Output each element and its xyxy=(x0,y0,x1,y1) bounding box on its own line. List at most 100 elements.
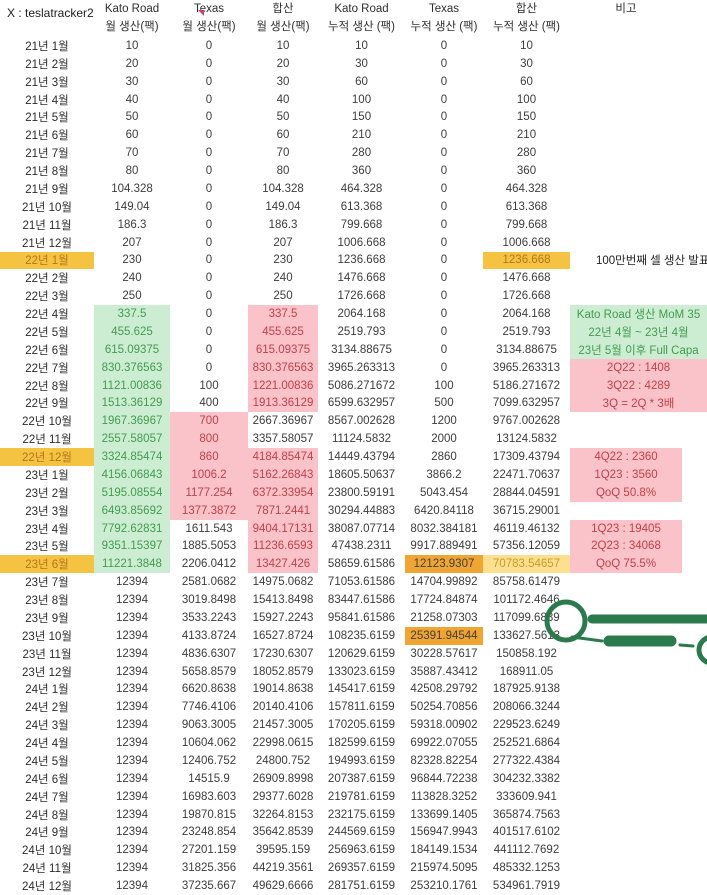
kato-monthly-cell[interactable]: 12394 xyxy=(116,576,148,589)
texas-cumulative-cell[interactable]: 133699.1405 xyxy=(410,808,478,821)
texas-monthly-cell[interactable]: 0 xyxy=(205,343,213,356)
sum-monthly-cell[interactable]: 104.328 xyxy=(262,182,304,195)
note-cell[interactable] xyxy=(570,591,707,609)
month-cell[interactable]: 24년 9월 xyxy=(25,827,69,840)
sum-monthly-cell[interactable]: 22998.0615 xyxy=(252,737,314,750)
note-cell[interactable] xyxy=(570,752,707,770)
sum-cumulative-cell[interactable]: 30 xyxy=(520,57,533,70)
sum-cumulative-cell[interactable]: 117099.6889 xyxy=(493,611,560,624)
texas-cumulative-cell[interactable]: 8032.384181 xyxy=(410,522,478,535)
texas-cumulative-cell[interactable]: 0 xyxy=(440,236,448,249)
kato-cumulative-cell[interactable]: 170205.6159 xyxy=(327,719,396,732)
kato-monthly-cell[interactable]: 2557.58057 xyxy=(94,430,170,449)
kato-monthly-cell[interactable]: 250 xyxy=(122,290,142,303)
kato-cumulative-cell[interactable]: 232175.6159 xyxy=(327,808,396,821)
kato-monthly-cell[interactable]: 1121.00836 xyxy=(94,376,170,395)
month-cell[interactable]: 24년 4월 xyxy=(25,738,69,751)
month-cell[interactable]: 22년 3월 xyxy=(25,291,69,304)
texas-monthly-cell[interactable]: 0 xyxy=(205,39,213,52)
month-cell[interactable]: 22년 12월 xyxy=(0,448,94,466)
kato-cumulative-cell[interactable]: 2519.793 xyxy=(337,325,386,338)
kato-cumulative-cell[interactable]: 210 xyxy=(351,129,372,142)
kato-cumulative-cell[interactable]: 157811.6159 xyxy=(328,701,395,714)
kato-monthly-cell[interactable]: 615.09375 xyxy=(94,340,170,359)
texas-cumulative-cell[interactable]: 3866.2 xyxy=(426,468,462,481)
kato-cumulative-cell[interactable]: 5086.271672 xyxy=(327,379,396,392)
sum-monthly-cell[interactable]: 6372.33954 xyxy=(248,483,318,502)
texas-cumulative-cell[interactable]: 2860 xyxy=(431,451,457,464)
kato-cumulative-cell[interactable]: 95841.61586 xyxy=(327,611,396,624)
kato-cumulative-cell[interactable]: 1726.668 xyxy=(337,290,386,303)
texas-cumulative-cell[interactable]: 0 xyxy=(440,57,448,70)
sum-monthly-cell[interactable]: 14975.0682 xyxy=(252,576,314,589)
texas-cumulative-cell[interactable]: 253210.1761 xyxy=(410,880,478,893)
texas-cumulative-cell[interactable]: 156947.9943 xyxy=(410,826,478,839)
column-header-7[interactable]: 비고 xyxy=(570,0,707,36)
texas-monthly-cell[interactable]: 700 xyxy=(170,412,248,431)
texas-cumulative-cell[interactable]: 0 xyxy=(440,308,448,321)
month-cell[interactable]: 23년 7월 xyxy=(25,577,69,590)
note-cell[interactable] xyxy=(570,859,707,877)
note-cell[interactable]: QoQ 75.5% xyxy=(570,555,707,574)
texas-cumulative-cell[interactable]: 50254.70856 xyxy=(410,701,478,714)
note-cell[interactable] xyxy=(570,91,707,109)
note-cell[interactable] xyxy=(570,216,707,234)
month-cell[interactable]: 22년 7월 xyxy=(25,362,69,375)
note-cell[interactable] xyxy=(570,770,707,788)
sum-cumulative-cell[interactable]: 1236.668 xyxy=(483,251,570,270)
kato-monthly-cell[interactable]: 20 xyxy=(125,57,139,70)
texas-monthly-cell[interactable]: 4836.6307 xyxy=(181,647,237,660)
month-cell[interactable]: 24년 2월 xyxy=(25,702,69,715)
sum-monthly-cell[interactable]: 24800.752 xyxy=(255,754,311,767)
note-cell[interactable] xyxy=(570,573,707,591)
sum-monthly-cell[interactable]: 149.04 xyxy=(265,200,301,213)
kato-cumulative-cell[interactable]: 133023.6159 xyxy=(327,665,396,678)
sum-cumulative-cell[interactable]: 3965.263313 xyxy=(492,361,561,374)
month-cell[interactable]: 23년 12월 xyxy=(22,666,72,679)
month-cell[interactable]: 23년 5월 xyxy=(25,541,69,554)
sum-monthly-cell[interactable]: 18052.8579 xyxy=(252,665,314,678)
texas-cumulative-cell[interactable]: 0 xyxy=(440,343,448,356)
sum-monthly-cell[interactable]: 44219.3561 xyxy=(252,862,314,875)
note-cell[interactable]: QoQ 50.8% xyxy=(570,483,707,502)
kato-cumulative-cell[interactable]: 1236.668 xyxy=(337,254,386,267)
month-cell[interactable]: 23년 4월 xyxy=(25,523,69,536)
column-header-1[interactable]: Kato Road 월 생산(팩) xyxy=(94,0,170,36)
kato-monthly-cell[interactable]: 230 xyxy=(122,254,142,267)
sum-cumulative-cell[interactable]: 210 xyxy=(516,129,537,142)
sum-monthly-cell[interactable]: 7871.2441 xyxy=(248,501,318,520)
note-cell[interactable] xyxy=(570,698,707,716)
texas-monthly-cell[interactable]: 1377.3872 xyxy=(170,501,248,520)
texas-cumulative-cell[interactable]: 0 xyxy=(440,129,448,142)
kato-monthly-cell[interactable]: 12394 xyxy=(116,647,148,660)
month-cell[interactable]: 24년 7월 xyxy=(25,791,69,804)
kato-cumulative-cell[interactable]: 108235.6159 xyxy=(327,629,396,642)
texas-cumulative-cell[interactable]: 0 xyxy=(440,200,448,213)
sum-cumulative-cell[interactable]: 1726.668 xyxy=(502,290,551,303)
month-cell[interactable]: 24년 5월 xyxy=(25,755,69,768)
texas-monthly-cell[interactable]: 0 xyxy=(205,290,213,303)
note-cell[interactable] xyxy=(570,788,707,806)
note-cell[interactable] xyxy=(570,144,707,162)
sum-monthly-cell[interactable]: 240 xyxy=(273,272,293,285)
note-cell[interactable]: 2Q22 : 1408 xyxy=(570,358,707,377)
kato-cumulative-cell[interactable]: 360 xyxy=(351,165,372,178)
kato-monthly-cell[interactable]: 12394 xyxy=(116,701,148,714)
kato-cumulative-cell[interactable]: 1476.668 xyxy=(337,272,386,285)
texas-monthly-cell[interactable]: 6620.8638 xyxy=(181,683,237,696)
sum-cumulative-cell[interactable]: 101172.4646 xyxy=(493,594,560,607)
sum-cumulative-cell[interactable]: 28844.04591 xyxy=(492,486,561,499)
kato-monthly-cell[interactable]: 12394 xyxy=(116,594,148,607)
month-cell[interactable]: 23년 11월 xyxy=(22,648,72,661)
month-cell[interactable]: 21년 9월 xyxy=(25,183,69,196)
sum-cumulative-cell[interactable]: 150858.192 xyxy=(496,647,557,660)
texas-monthly-cell[interactable]: 100 xyxy=(199,379,219,392)
sum-cumulative-cell[interactable]: 360 xyxy=(516,165,537,178)
sum-cumulative-cell[interactable]: 5186.271672 xyxy=(492,379,561,392)
kato-cumulative-cell[interactable]: 280 xyxy=(351,147,372,160)
kato-monthly-cell[interactable]: 5195.08554 xyxy=(94,483,170,502)
sum-cumulative-cell[interactable]: 17309.43794 xyxy=(492,451,561,464)
kato-cumulative-cell[interactable]: 47438.2311 xyxy=(331,540,392,553)
texas-monthly-cell[interactable]: 0 xyxy=(205,93,213,106)
note-cell[interactable] xyxy=(570,412,707,430)
